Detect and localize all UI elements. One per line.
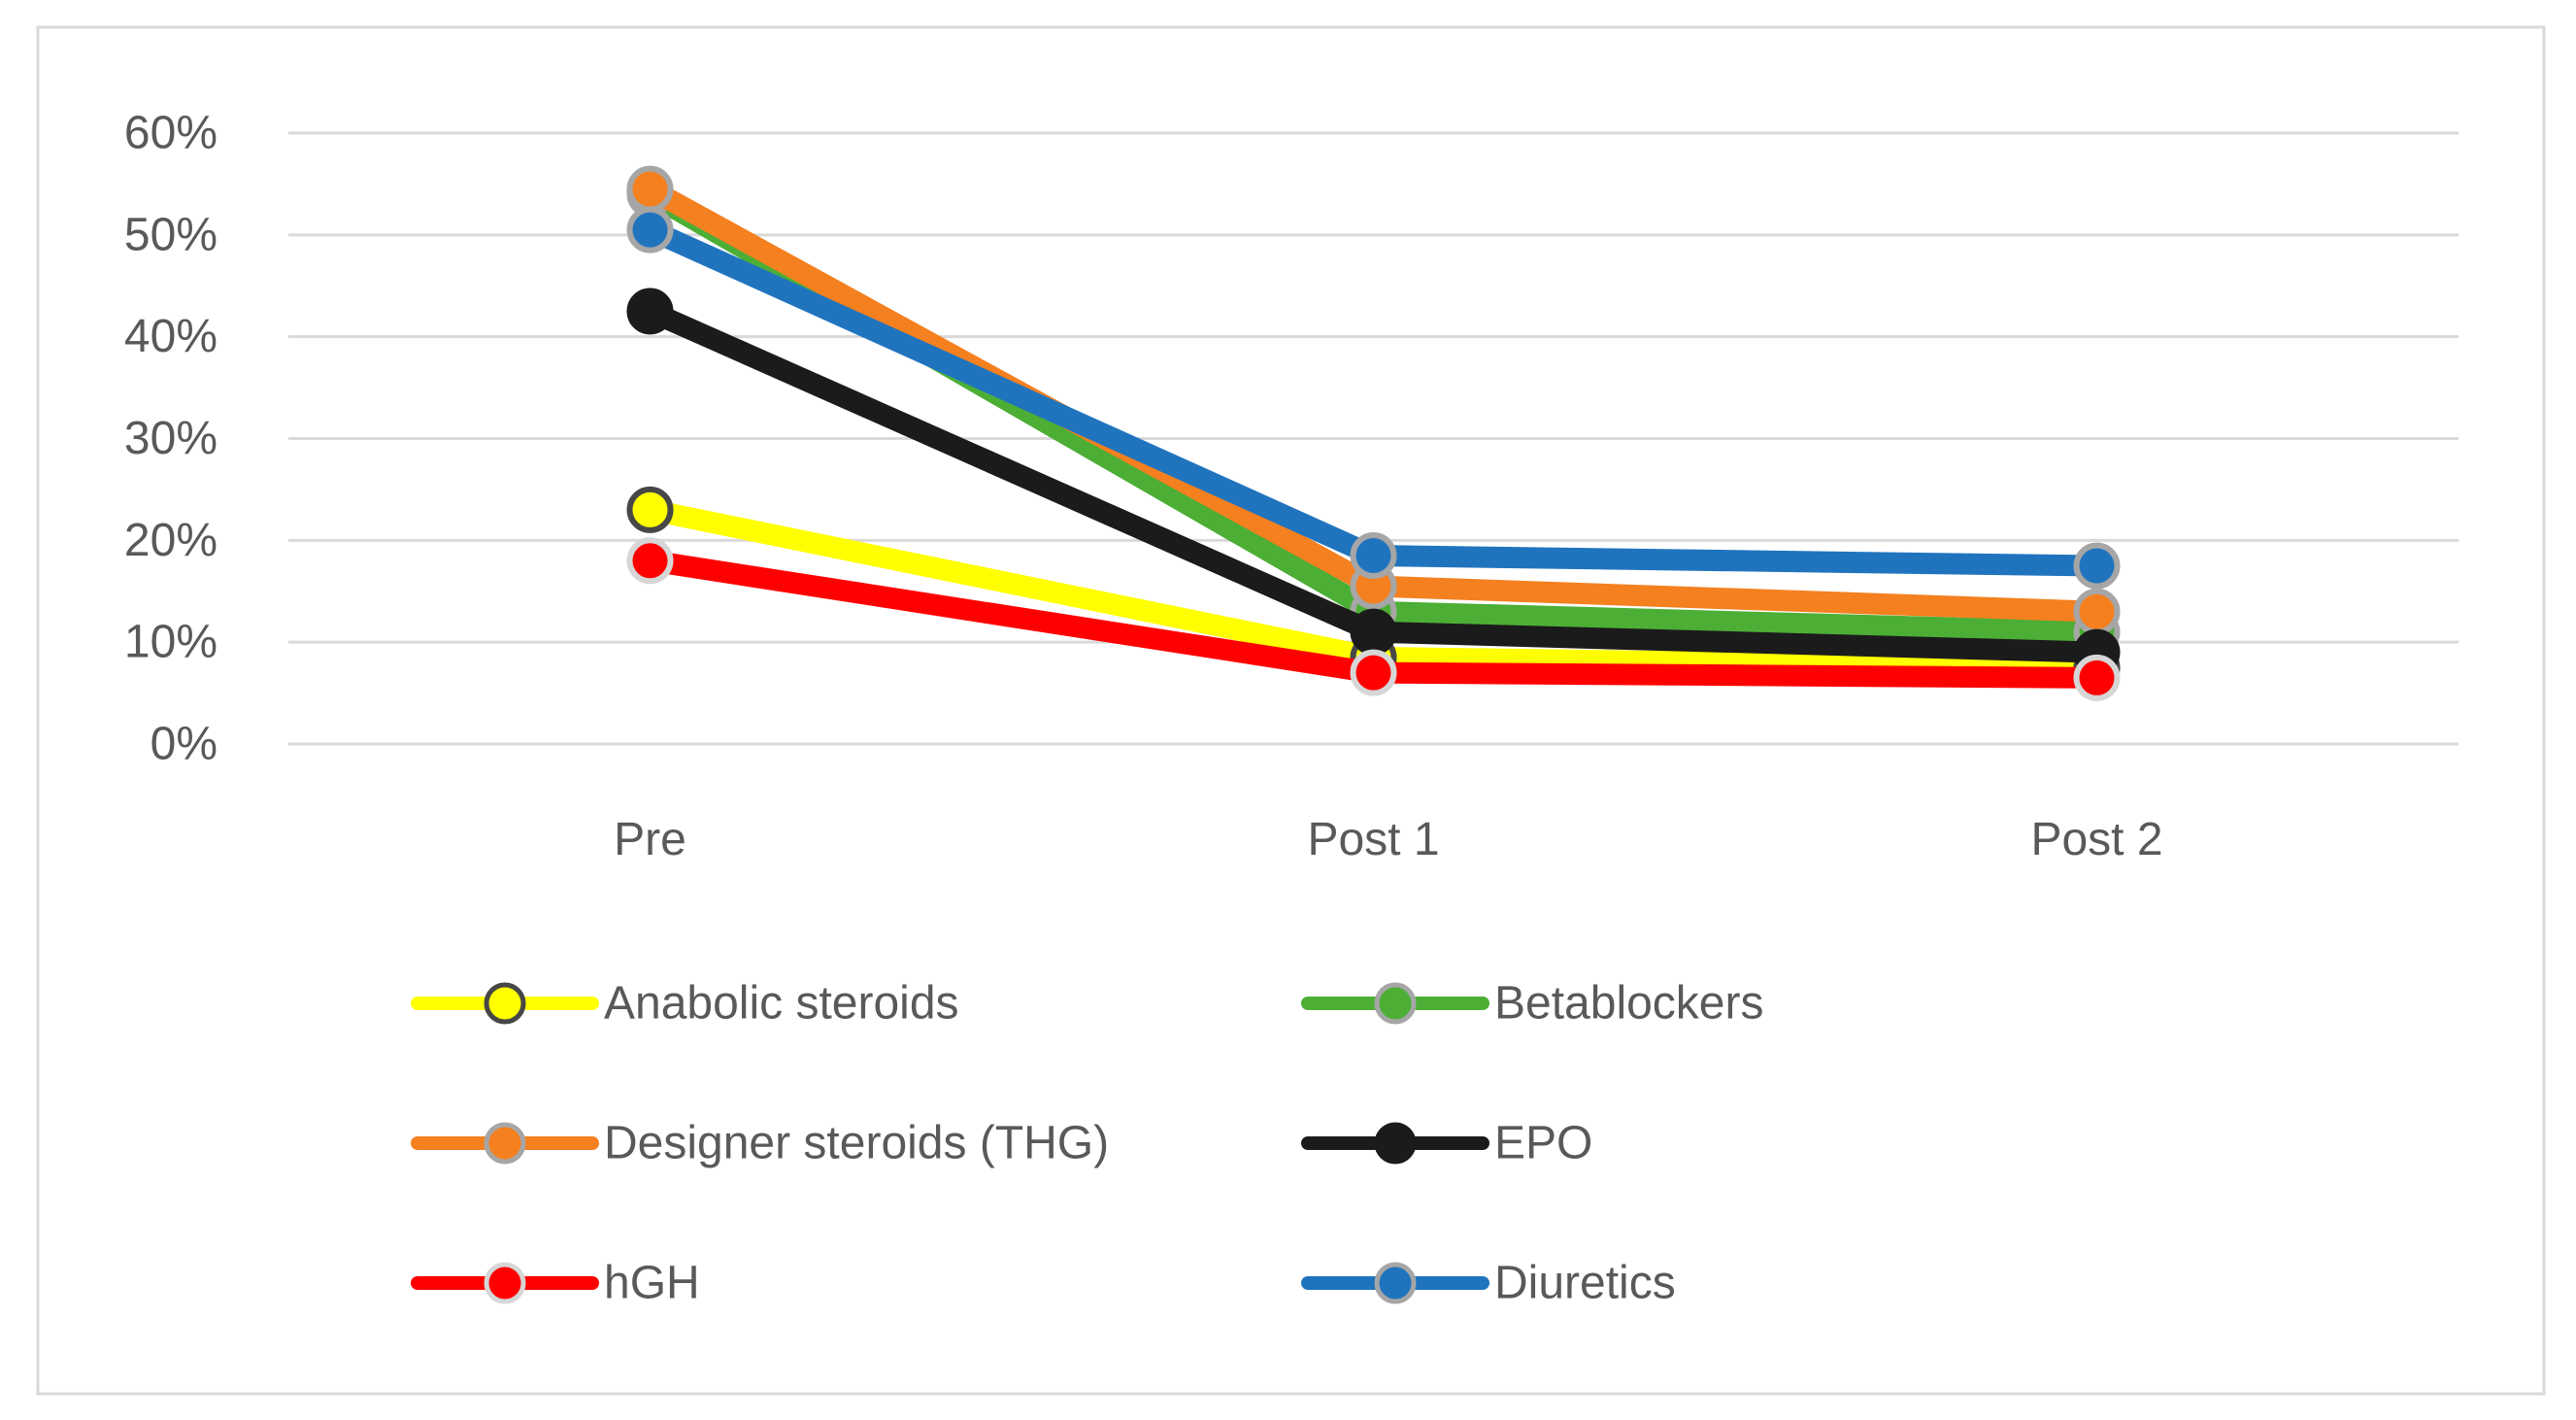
legend-label-diuretics: Diuretics bbox=[1494, 1258, 1676, 1309]
series-marker-designer-steroids-thg-pre bbox=[626, 165, 674, 213]
legend-marker-anabolic-steroids bbox=[484, 982, 526, 1025]
chart-frame bbox=[36, 25, 2546, 1396]
legend-item-betablockers: Betablockers bbox=[1301, 978, 1763, 1030]
legend-marker-betablockers bbox=[1374, 982, 1417, 1025]
legend-marker-designer-steroids-thg bbox=[484, 1122, 526, 1165]
series-marker-diuretics-pre bbox=[626, 206, 674, 254]
series-marker-diuretics-post-1 bbox=[1350, 532, 1397, 580]
legend-marker-diuretics bbox=[1374, 1262, 1417, 1304]
x-axis-label-post-1: Post 1 bbox=[1307, 814, 1439, 865]
y-axis-tick-label: 10% bbox=[124, 617, 217, 668]
y-axis-tick-label: 40% bbox=[124, 311, 217, 362]
legend-marker-epo bbox=[1374, 1122, 1417, 1165]
legend-item-epo: EPO bbox=[1301, 1118, 1592, 1169]
legend-label-designer-steroids-thg: Designer steroids (THG) bbox=[604, 1118, 1109, 1169]
legend-item-hgh: hGH bbox=[411, 1258, 700, 1309]
y-axis-tick-label: 0% bbox=[151, 719, 217, 770]
x-axis-label-post-2: Post 2 bbox=[2030, 814, 2162, 865]
legend-label-anabolic-steroids: Anabolic steroids bbox=[604, 978, 959, 1030]
y-axis-tick-label: 30% bbox=[124, 413, 217, 464]
y-axis-tick-label: 60% bbox=[124, 108, 217, 159]
legend-item-diuretics: Diuretics bbox=[1301, 1258, 1676, 1309]
series-marker-diuretics-post-2 bbox=[2073, 542, 2121, 590]
y-axis-tick-label: 20% bbox=[124, 515, 217, 566]
series-marker-hgh-pre bbox=[626, 537, 674, 585]
series-marker-anabolic-steroids-pre bbox=[626, 486, 674, 533]
x-axis-label-pre: Pre bbox=[614, 814, 686, 865]
legend-item-anabolic-steroids: Anabolic steroids bbox=[411, 978, 959, 1030]
legend-label-betablockers: Betablockers bbox=[1494, 978, 1763, 1030]
series-marker-epo-post-1 bbox=[1350, 608, 1397, 656]
series-marker-epo-pre bbox=[626, 287, 674, 335]
series-marker-hgh-post-2 bbox=[2073, 654, 2121, 701]
legend-marker-hgh bbox=[484, 1262, 526, 1304]
series-marker-designer-steroids-thg-post-2 bbox=[2073, 588, 2121, 635]
legend-item-designer-steroids-thg: Designer steroids (THG) bbox=[411, 1118, 1109, 1169]
y-axis-tick-label: 50% bbox=[124, 209, 217, 260]
legend-label-epo: EPO bbox=[1494, 1118, 1592, 1169]
legend-label-hgh: hGH bbox=[604, 1258, 700, 1309]
series-marker-hgh-post-1 bbox=[1350, 649, 1397, 696]
